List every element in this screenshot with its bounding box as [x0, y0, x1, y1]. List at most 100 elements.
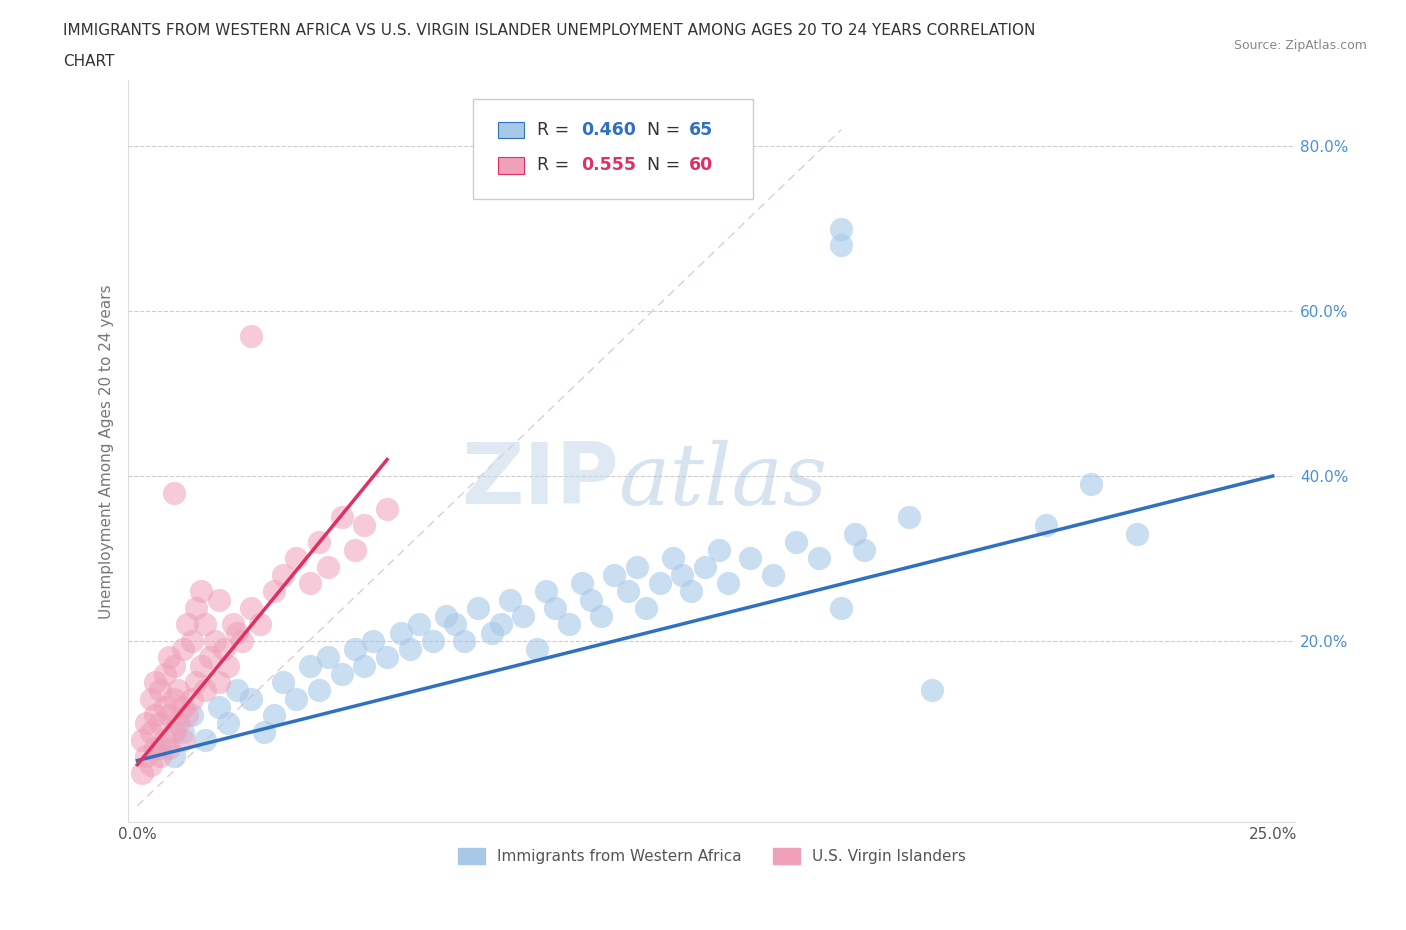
Text: 60: 60 [689, 156, 713, 175]
Point [389, 625, 412, 640]
Point [212, 642, 235, 657]
Point [226, 625, 249, 640]
Point [208, 675, 231, 690]
Point [194, 683, 217, 698]
Point [271, 675, 294, 690]
Point [648, 576, 671, 591]
Point [444, 617, 467, 631]
Point [481, 625, 503, 640]
Point [131, 733, 153, 748]
Point [163, 724, 186, 739]
Point [571, 576, 593, 591]
Point [581, 592, 603, 607]
Point [375, 650, 398, 665]
Point [186, 675, 208, 690]
Point [139, 757, 162, 772]
FancyBboxPatch shape [472, 99, 752, 199]
Point [190, 584, 212, 599]
Point [681, 584, 703, 599]
Point [285, 691, 308, 706]
Point [208, 699, 231, 714]
Text: atlas: atlas [619, 440, 828, 523]
Point [353, 658, 375, 673]
Point [830, 601, 852, 616]
Point [617, 584, 640, 599]
Point [190, 658, 212, 673]
Point [194, 617, 217, 631]
Point [157, 741, 180, 756]
FancyBboxPatch shape [498, 122, 524, 138]
Point [263, 708, 285, 723]
Point [634, 601, 657, 616]
Point [163, 485, 186, 500]
Text: 0.555: 0.555 [581, 156, 636, 175]
Point [330, 510, 353, 525]
Text: 65: 65 [689, 121, 713, 139]
Point [157, 650, 180, 665]
Text: IMMIGRANTS FROM WESTERN AFRICA VS U.S. VIRGIN ISLANDER UNEMPLOYMENT AMONG AGES 2: IMMIGRANTS FROM WESTERN AFRICA VS U.S. V… [63, 23, 1036, 38]
Point [163, 658, 186, 673]
Point [1035, 518, 1057, 533]
Text: 0.460: 0.460 [581, 121, 636, 139]
Point [163, 749, 186, 764]
Text: N =: N = [636, 121, 686, 139]
Point [153, 667, 176, 682]
Point [167, 683, 190, 698]
Point [145, 675, 167, 690]
Point [176, 708, 198, 723]
Point [226, 683, 249, 698]
Legend: Immigrants from Western Africa, U.S. Virgin Islanders: Immigrants from Western Africa, U.S. Vir… [451, 843, 972, 870]
Point [844, 526, 866, 541]
Point [149, 741, 172, 756]
Point [253, 724, 276, 739]
Point [467, 601, 489, 616]
Text: R =: R = [537, 156, 575, 175]
Point [308, 535, 330, 550]
Point [453, 633, 475, 648]
Point [512, 609, 534, 624]
Point [153, 699, 176, 714]
Point [163, 691, 186, 706]
Point [398, 642, 420, 657]
Point [204, 633, 226, 648]
Point [499, 592, 522, 607]
Point [898, 510, 921, 525]
Point [172, 724, 194, 739]
Point [1125, 526, 1147, 541]
Point [222, 617, 245, 631]
Point [558, 617, 581, 631]
Point [626, 559, 648, 574]
Point [167, 716, 190, 731]
Point [308, 683, 330, 698]
Point [921, 683, 943, 698]
Point [263, 584, 285, 599]
Point [139, 691, 162, 706]
Point [239, 328, 262, 343]
Point [157, 708, 180, 723]
Point [422, 633, 444, 648]
Point [217, 716, 239, 731]
Point [239, 601, 262, 616]
Point [707, 543, 730, 558]
Point [231, 633, 253, 648]
Point [145, 708, 167, 723]
Point [180, 708, 202, 723]
Point [217, 658, 239, 673]
Point [344, 543, 367, 558]
Point [139, 724, 162, 739]
Point [375, 501, 398, 516]
Point [408, 617, 430, 631]
Point [208, 592, 231, 607]
Point [353, 518, 375, 533]
Point [544, 601, 567, 616]
Point [740, 551, 762, 566]
Point [298, 576, 321, 591]
Point [249, 617, 271, 631]
Point [671, 567, 693, 582]
Point [1080, 477, 1102, 492]
Point [534, 584, 557, 599]
Point [603, 567, 626, 582]
Point [830, 221, 852, 236]
Point [172, 642, 194, 657]
Text: CHART: CHART [63, 54, 115, 69]
